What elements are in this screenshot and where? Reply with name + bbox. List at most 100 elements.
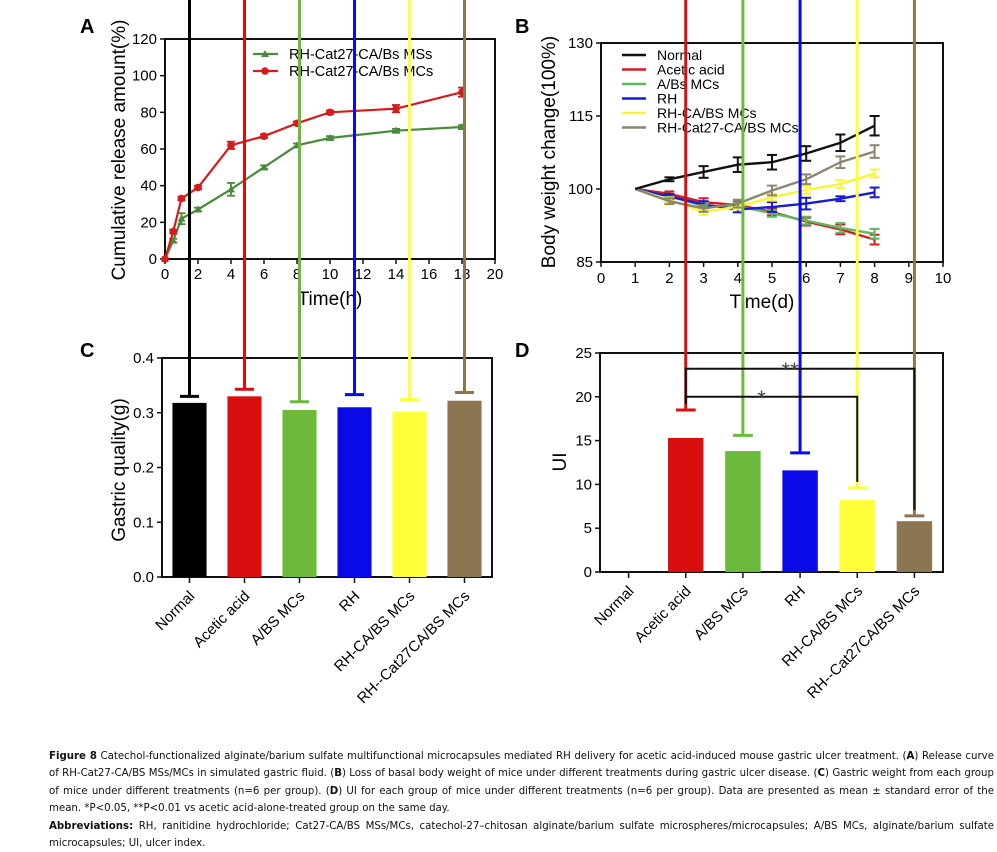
data-point — [177, 214, 186, 222]
y-tick-label: 85 — [576, 254, 593, 271]
caption-title: Catechol-functionalized alginate/barium … — [100, 751, 899, 762]
y-tick-label: 0.3 — [133, 405, 154, 422]
y-tick-label: 0.2 — [133, 460, 154, 477]
data-point — [169, 227, 178, 236]
y-tick-label: 130 — [568, 35, 593, 52]
data-point — [392, 104, 400, 113]
y-tick-label: 5 — [584, 520, 592, 537]
x-tick-label: A/BS MCs — [247, 588, 308, 649]
y-tick-label: 0.0 — [133, 569, 154, 586]
caption-abbreviations: Abbreviations: RH, ranitidine hydrochlor… — [49, 818, 994, 852]
part-letter: D — [329, 785, 339, 797]
part-letter: B — [334, 768, 342, 780]
y-tick-label: 40 — [140, 178, 157, 195]
legend-label: Acetic acid — [657, 62, 725, 78]
data-point — [326, 134, 334, 141]
caption-stats: Data are presented as mean ± standard er… — [49, 785, 994, 815]
series-line-0 — [163, 125, 463, 260]
x-tick-label: 2 — [194, 266, 202, 283]
x-axis-label: Time(d) — [730, 292, 795, 313]
x-tick-label: 3 — [699, 270, 707, 287]
y-tick-label: 0 — [149, 251, 157, 268]
data-point — [326, 108, 334, 117]
series-line-1 — [163, 91, 463, 260]
x-tick-label: 0 — [161, 266, 169, 283]
y-tick-label: 0 — [584, 564, 592, 581]
y-tick-label: 20 — [575, 389, 592, 406]
legend-label: RH-Cat27-CA/BS MCs — [657, 120, 799, 136]
x-tick-label: RH--Cat27CA/BS MCs — [804, 583, 923, 702]
y-axis-label: Body weight change(100%) — [539, 36, 560, 268]
significance-bracket — [684, 367, 916, 510]
series-line-3 — [634, 187, 875, 211]
y-tick-label: 20 — [140, 214, 157, 231]
x-tick-label: 1 — [631, 270, 639, 287]
legend-marker — [261, 67, 269, 75]
plot-frame — [161, 357, 493, 578]
plot-area: 0 20 40 60 80 100 120 0 2 4 6 8 10 12 14 16 18 20 RH-Cat27… — [132, 31, 503, 283]
x-tick-label: 16 — [421, 266, 438, 283]
figure-label: Figure 8 — [49, 751, 97, 762]
y-tick-label: 60 — [140, 141, 157, 158]
x-tick-label: RH--Cat27CA/BS MCs — [354, 588, 473, 707]
y-tick-label: 100 — [568, 181, 593, 198]
y-tick-label: 120 — [132, 31, 157, 48]
abbreviations-label: Abbreviations: — [49, 820, 134, 832]
data-point — [260, 163, 268, 171]
legend-label: RH-Cat27-CA/Bs MSs — [289, 47, 432, 63]
data-point — [227, 185, 235, 193]
part-text: Release curve of RH-Cat27-CA/BS MSs/MCs … — [49, 751, 994, 780]
y-tick-label: 10 — [575, 476, 592, 493]
bar — [172, 402, 207, 577]
data-point — [177, 194, 186, 203]
x-tick-label: 4 — [734, 270, 742, 287]
bar — [725, 451, 761, 572]
x-tick-label: 14 — [388, 266, 405, 283]
bar — [447, 400, 482, 577]
legend-label: RH-Cat27-CA/Bs MCs — [289, 64, 433, 80]
x-tick-label: 8 — [870, 270, 878, 287]
y-tick-label: 15 — [575, 433, 592, 450]
y-axis-label: UI — [550, 453, 571, 472]
y-tick-label: 0.1 — [133, 514, 154, 531]
legend-marker — [261, 50, 269, 57]
panel-a: A Cumulative release amount(%) Time(h) 0… — [80, 16, 503, 310]
data-point — [161, 255, 169, 263]
bar — [896, 521, 933, 572]
bar — [782, 470, 818, 572]
panel-letter: C — [80, 340, 94, 362]
caption-main: Figure 8 Catechol-functionalized alginat… — [49, 751, 994, 815]
panel-b: B Body weight change(100%) Time(d) 85100… — [515, 16, 951, 313]
figure-caption: Figure 8 Catechol-functionalized alginat… — [49, 748, 994, 852]
panel-letter: D — [515, 340, 529, 362]
part-letter: A — [906, 751, 915, 762]
x-tick-label: Normal — [591, 583, 637, 629]
y-tick-label: 25 — [575, 345, 592, 362]
legend-label: RH-CA/BS MCs — [657, 105, 757, 121]
part-text: Loss of basal body weight of mice under … — [349, 768, 811, 780]
x-tick-label: RH — [782, 583, 809, 610]
x-tick-label: 5 — [768, 270, 776, 287]
bar — [392, 411, 427, 577]
abbreviations-text: RH, ranitidine hydrochloride; Cat27-CA/B… — [49, 820, 994, 850]
data-point — [194, 183, 202, 192]
y-tick-label: 80 — [140, 104, 157, 121]
significance-label: ** — [782, 358, 800, 383]
x-tick-label: 2 — [665, 270, 673, 287]
bar — [282, 410, 317, 577]
y-axis-label: Gastric quality(g) — [109, 398, 130, 542]
panel-letter: A — [80, 16, 94, 38]
x-tick-label: Acetic acid — [190, 588, 253, 651]
x-tick-label: 9 — [905, 270, 913, 287]
x-tick-label: 7 — [836, 270, 844, 287]
y-tick-label: 0.4 — [133, 350, 154, 367]
part-text: Gastric weight from each group of mice u… — [49, 768, 994, 797]
data-point — [194, 205, 202, 213]
series-line-0 — [634, 124, 876, 191]
data-point — [392, 126, 400, 134]
x-tick-label: A/BS MCs — [691, 583, 752, 644]
x-axis-label: Time(h) — [298, 289, 363, 310]
significance-label: * — [757, 386, 766, 411]
